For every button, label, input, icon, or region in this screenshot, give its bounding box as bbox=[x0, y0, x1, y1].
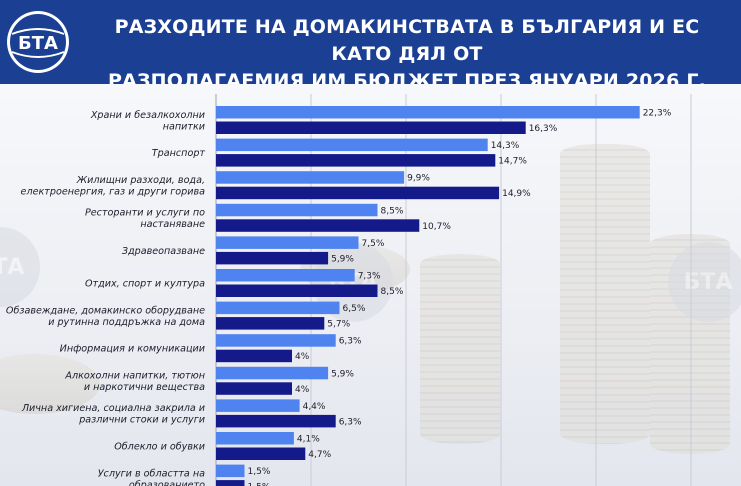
data-label: 6,3% bbox=[339, 417, 362, 427]
coin-decoration bbox=[0, 354, 100, 414]
data-label: 9,9% bbox=[407, 174, 430, 184]
bar-series-1 bbox=[216, 138, 488, 152]
bar-series-2 bbox=[216, 414, 336, 428]
bar-series-2 bbox=[216, 349, 292, 363]
data-label: 5,9% bbox=[331, 254, 354, 264]
data-label: 14,9% bbox=[502, 189, 531, 199]
bar-series-1 bbox=[216, 399, 300, 412]
category-label: Алкохолни напитки, тютюн и наркотични вещ… bbox=[64, 371, 205, 394]
data-label: 7,5% bbox=[362, 239, 385, 249]
category-label: Транспорт bbox=[152, 148, 206, 159]
category-label: Услуги в областта на образованието bbox=[98, 467, 205, 486]
category-label: Облекло и обувки bbox=[114, 441, 205, 453]
bar-series-1 bbox=[216, 334, 336, 347]
bar-series-2 bbox=[216, 251, 329, 265]
data-label: 1,5% bbox=[248, 483, 271, 486]
category-label: Ресторанти и услуги по настаняване bbox=[85, 208, 205, 231]
data-label: 4% bbox=[295, 352, 310, 362]
coin-stack-decoration bbox=[560, 144, 650, 444]
bar-series-1 bbox=[216, 236, 359, 249]
category-label: Обзавеждане, домакинско оборудване и рути… bbox=[6, 304, 205, 328]
bar-series-1 bbox=[216, 203, 378, 217]
data-label: 16,3% bbox=[529, 124, 558, 134]
data-label: 14,7% bbox=[498, 157, 527, 167]
data-label: 4,4% bbox=[303, 402, 326, 412]
coin-stack-decoration bbox=[420, 254, 500, 444]
data-label: 5,7% bbox=[327, 320, 350, 330]
data-label: 22,3% bbox=[643, 109, 672, 119]
page-title: РАЗХОДИТЕ НА ДОМАКИНСТВАТА В БЪЛГАРИЯ И … bbox=[82, 14, 732, 95]
data-label: 6,5% bbox=[343, 304, 366, 314]
logo-text: БТА bbox=[18, 33, 58, 54]
title-line-1: РАЗХОДИТЕ НА ДОМАКИНСТВАТА В БЪЛГАРИЯ И … bbox=[114, 16, 700, 65]
bar-series-1 bbox=[216, 171, 405, 184]
data-label: 8,5% bbox=[381, 206, 404, 216]
category-label: Храни и безалкохолни напитки bbox=[90, 109, 205, 133]
bar-series-2 bbox=[216, 382, 292, 395]
bar-series-1 bbox=[216, 301, 340, 315]
bar-series-2 bbox=[216, 317, 325, 330]
bar-series-1 bbox=[216, 464, 245, 478]
bta-logo-icon: БТА bbox=[7, 11, 69, 73]
bar-series-2 bbox=[216, 480, 245, 486]
bar-series-2 bbox=[216, 447, 306, 460]
bar-series-2 bbox=[216, 154, 496, 167]
category-label: Здравеопазване bbox=[122, 246, 205, 257]
bar-series-2 bbox=[216, 121, 526, 134]
category-label: Информация и комуникации bbox=[60, 344, 205, 355]
bar-series-1 bbox=[216, 366, 329, 380]
bar-series-2 bbox=[216, 284, 378, 297]
data-label: 10,7% bbox=[422, 222, 451, 232]
category-label: Лична хигиена, социална закрила и различн… bbox=[21, 403, 205, 426]
data-label: 8,5% bbox=[381, 287, 404, 297]
data-label: 5,9% bbox=[331, 369, 354, 379]
data-label: 4,7% bbox=[308, 450, 331, 460]
bar-series-1 bbox=[216, 269, 355, 282]
data-label: 4,1% bbox=[297, 435, 320, 445]
watermark-right: БТА bbox=[668, 242, 741, 322]
bar-series-2 bbox=[216, 219, 420, 232]
bar-series-2 bbox=[216, 186, 500, 200]
data-label: 4% bbox=[295, 385, 310, 395]
bar-series-1 bbox=[216, 432, 294, 445]
bar-series-1 bbox=[216, 106, 640, 119]
category-label: Жилищни разходи, вода, електроенергия, га… bbox=[21, 175, 206, 198]
header-banner: БТА РАЗХОДИТЕ НА ДОМАКИНСТВАТА В БЪЛГАРИ… bbox=[0, 0, 741, 92]
data-label: 14,3% bbox=[491, 141, 520, 151]
data-label: 7,3% bbox=[358, 272, 381, 282]
data-label: 6,3% bbox=[339, 337, 362, 347]
category-label: Отдих, спорт и култура bbox=[85, 279, 205, 290]
data-label: 1,5% bbox=[248, 467, 271, 477]
bar-chart: Храни и безалкохолни напитки 22,3% 16,3% Тра… bbox=[6, 94, 692, 486]
